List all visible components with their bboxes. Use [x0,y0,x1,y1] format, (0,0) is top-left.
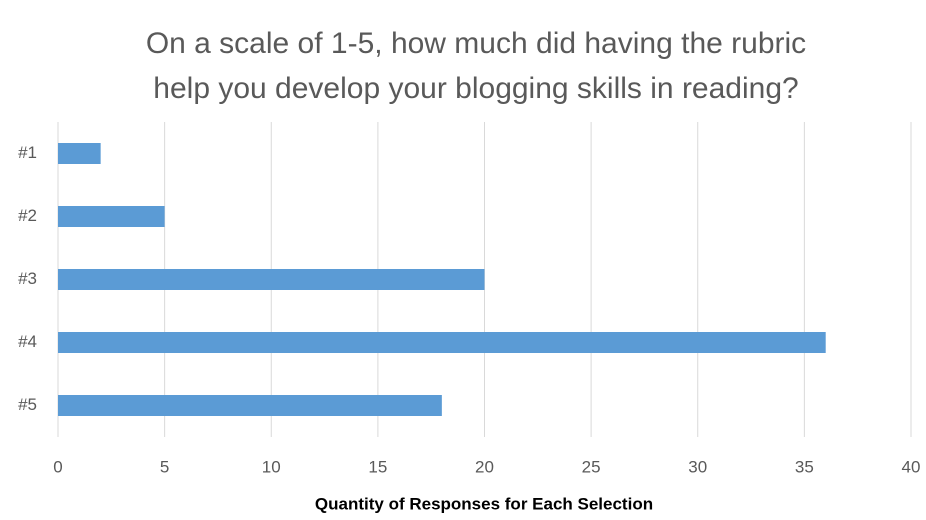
x-tick-label: 35 [795,457,814,476]
x-tick-label: 15 [368,457,387,476]
bar [58,269,485,290]
chart-title: On a scale of 1-5, how much did having t… [146,27,806,60]
y-tick-label: #2 [18,206,37,225]
x-tick-label: 25 [582,457,601,476]
x-axis-title: Quantity of Responses for Each Selection [315,494,653,513]
x-tick-label: 5 [160,457,169,476]
x-tick-label: 40 [902,457,921,476]
x-tick-label: 0 [53,457,62,476]
x-tick-label: 10 [262,457,281,476]
y-tick-label: #5 [18,395,37,414]
bar [58,395,442,416]
chart-title: help you develop your blogging skills in… [153,72,798,105]
bar [58,143,101,164]
y-tick-label: #1 [18,143,37,162]
bar [58,206,165,227]
x-tick-label: 30 [688,457,707,476]
y-tick-label: #4 [18,332,37,351]
x-tick-label: 20 [475,457,494,476]
y-tick-label: #3 [18,269,37,288]
bar [58,332,826,353]
